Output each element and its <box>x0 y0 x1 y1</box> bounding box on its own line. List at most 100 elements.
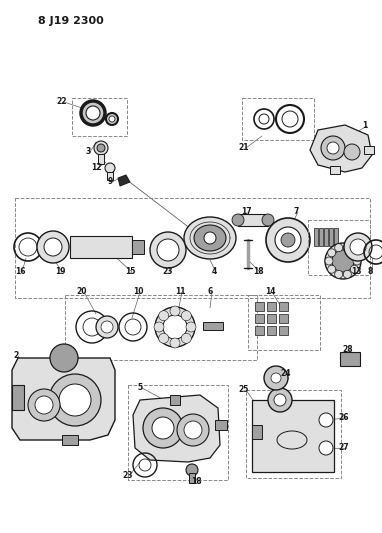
Bar <box>70 236 132 258</box>
Circle shape <box>186 322 196 332</box>
Circle shape <box>170 338 180 348</box>
Text: 12: 12 <box>91 164 101 173</box>
Circle shape <box>155 307 195 347</box>
Circle shape <box>335 270 343 278</box>
Text: 20: 20 <box>77 287 87 296</box>
Circle shape <box>332 250 354 272</box>
Text: 23: 23 <box>163 268 173 277</box>
Polygon shape <box>12 358 115 440</box>
Circle shape <box>159 311 169 321</box>
Ellipse shape <box>184 217 236 259</box>
Circle shape <box>159 333 169 343</box>
Bar <box>98 154 104 164</box>
Circle shape <box>328 249 336 257</box>
Circle shape <box>319 413 333 427</box>
Text: 23: 23 <box>123 471 133 480</box>
Polygon shape <box>133 395 220 462</box>
Circle shape <box>152 417 174 439</box>
Bar <box>324 228 328 246</box>
Polygon shape <box>310 125 372 172</box>
Bar <box>255 302 264 311</box>
Bar <box>279 302 288 311</box>
Circle shape <box>35 396 53 414</box>
Bar <box>267 314 276 323</box>
Bar <box>330 166 340 174</box>
Bar <box>248 295 320 350</box>
Circle shape <box>96 316 118 338</box>
Bar <box>107 172 113 180</box>
Bar <box>242 98 314 140</box>
Bar <box>252 400 334 472</box>
Text: 13: 13 <box>351 268 361 277</box>
Text: 15: 15 <box>125 268 135 277</box>
Text: 4: 4 <box>211 268 217 277</box>
Bar <box>279 326 288 335</box>
Text: 8 J19 2300: 8 J19 2300 <box>38 16 104 26</box>
Circle shape <box>37 231 69 263</box>
Circle shape <box>321 136 345 160</box>
Circle shape <box>106 113 118 125</box>
Text: 24: 24 <box>281 369 291 378</box>
Text: 3: 3 <box>85 148 91 157</box>
Circle shape <box>181 333 191 343</box>
Text: 8: 8 <box>367 268 373 277</box>
Bar <box>128 385 228 480</box>
Text: 1: 1 <box>363 122 367 131</box>
Bar <box>340 352 360 366</box>
Bar <box>65 295 257 360</box>
Circle shape <box>344 233 372 261</box>
Circle shape <box>28 389 60 421</box>
Bar <box>364 146 374 154</box>
Circle shape <box>204 232 216 244</box>
Bar <box>255 314 264 323</box>
Text: 18: 18 <box>191 478 201 487</box>
Circle shape <box>177 414 209 446</box>
Text: 28: 28 <box>343 345 353 354</box>
Circle shape <box>266 218 310 262</box>
Circle shape <box>264 366 288 390</box>
Bar <box>308 220 370 275</box>
Circle shape <box>275 227 301 253</box>
Circle shape <box>343 270 351 278</box>
Circle shape <box>350 249 358 257</box>
Circle shape <box>325 257 333 265</box>
Ellipse shape <box>194 225 226 251</box>
Circle shape <box>281 233 295 247</box>
Text: 25: 25 <box>239 385 249 394</box>
Circle shape <box>184 421 202 439</box>
Bar <box>267 326 276 335</box>
Text: 21: 21 <box>239 143 249 152</box>
Bar <box>334 228 338 246</box>
Circle shape <box>109 116 115 122</box>
Bar <box>203 322 223 330</box>
Text: 27: 27 <box>339 443 349 453</box>
Circle shape <box>335 244 343 252</box>
Text: 2: 2 <box>13 351 19 360</box>
Text: 7: 7 <box>293 207 299 216</box>
Bar <box>215 420 227 430</box>
Bar <box>62 435 78 445</box>
Circle shape <box>97 144 105 152</box>
Circle shape <box>262 214 274 226</box>
Text: 5: 5 <box>138 384 142 392</box>
Bar <box>238 214 268 226</box>
Bar <box>319 228 323 246</box>
Bar <box>314 228 318 246</box>
Circle shape <box>101 321 113 333</box>
Text: 16: 16 <box>15 268 25 277</box>
Text: 14: 14 <box>265 287 275 296</box>
Circle shape <box>81 101 105 125</box>
Text: 22: 22 <box>57 98 67 107</box>
Text: 19: 19 <box>55 268 65 277</box>
Bar <box>132 240 144 254</box>
Text: 17: 17 <box>241 207 251 216</box>
Text: 11: 11 <box>175 287 185 296</box>
Circle shape <box>50 344 78 372</box>
Text: 26: 26 <box>339 414 349 423</box>
Circle shape <box>59 384 91 416</box>
Bar <box>12 385 24 410</box>
Bar <box>72 98 127 136</box>
Circle shape <box>350 239 366 255</box>
Bar <box>329 228 333 246</box>
Circle shape <box>86 106 100 120</box>
